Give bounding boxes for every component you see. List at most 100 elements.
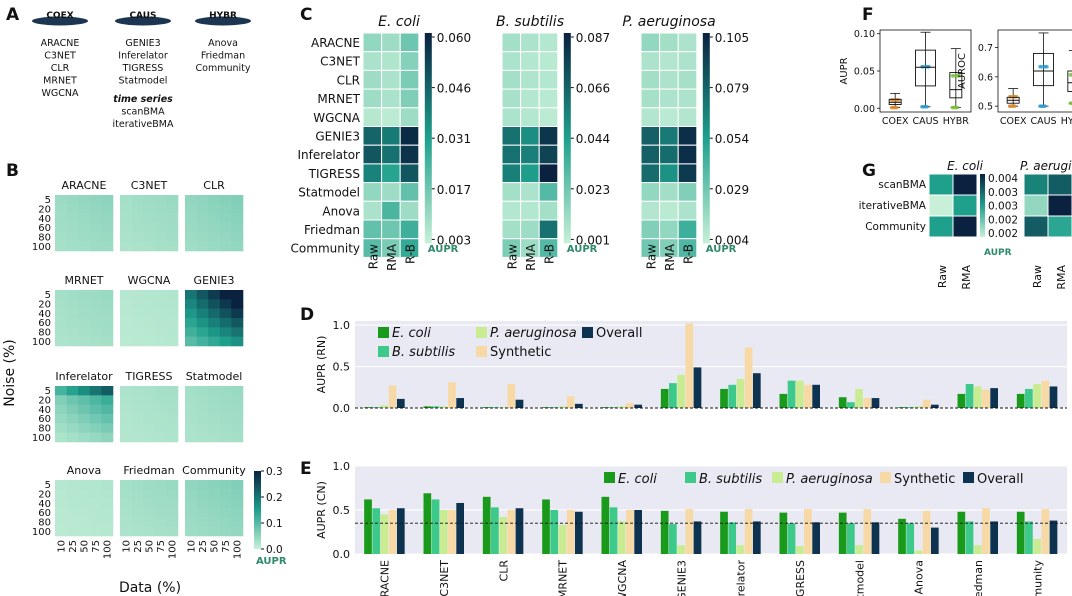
group-header-hybr: HYBR [209, 11, 237, 21]
heatmap-cell [362, 69, 383, 90]
heatmap-cell [166, 414, 179, 424]
heatmap-cell [154, 404, 167, 415]
heatmap-cell [55, 318, 67, 328]
column-label: Raw [505, 244, 519, 269]
heatmap-cell [677, 163, 698, 184]
bar-e-coli [1016, 393, 1025, 408]
data-tick: 100 [168, 540, 179, 559]
heatmap-cell [120, 423, 132, 433]
heatmap-cell [219, 232, 232, 242]
colorbar-tick: 0.1 [266, 518, 283, 530]
heatmap-cell [231, 517, 244, 527]
bar-overall [1049, 520, 1058, 554]
heatmap-cell [154, 395, 167, 405]
heatmap-cell [520, 69, 540, 90]
heatmap-cell [538, 182, 559, 202]
heatmap-cell [208, 327, 221, 337]
heatmap-cell [166, 336, 179, 347]
bar-overall [930, 527, 939, 554]
heatmap-cell [185, 404, 197, 415]
chart-d-ytick: 0.5 [333, 361, 351, 374]
heatmap-cell [89, 232, 102, 242]
heatmap-cell [66, 299, 79, 309]
bar-p-aeruginosa [617, 521, 626, 554]
heatmap-cell [154, 204, 167, 214]
row-label: WGCNA [313, 111, 361, 125]
heatmap-cell [501, 51, 522, 71]
box-body [1033, 52, 1054, 87]
heatmap-cell [131, 508, 144, 518]
bar-p-aeruginosa [380, 405, 389, 408]
heatmap-cell [208, 299, 221, 309]
noise-tick: 20 [38, 205, 51, 216]
data-tick: 75 [156, 540, 167, 553]
heatmap-cell [143, 195, 156, 205]
heatmap-title-aracne: ARACNE [62, 179, 107, 192]
heatmap-cell [66, 480, 79, 490]
bar-e-coli [838, 397, 847, 408]
heatmap-cell [185, 432, 197, 443]
box-ytick: 0.05 [854, 67, 875, 78]
heatmap-cell [66, 204, 79, 214]
heatmap-cell [952, 173, 978, 196]
legend-swatch [378, 346, 389, 357]
bar-synthetic [626, 510, 634, 554]
noise-tick: 40 [38, 499, 51, 510]
column-label: Raw [936, 265, 949, 288]
bar-p-aeruginosa [558, 406, 567, 408]
heatmap-cell [208, 204, 221, 214]
heatmap-cell [520, 163, 540, 184]
heatmap-cell [196, 232, 209, 242]
heatmap-cell [362, 163, 383, 184]
heatmap-cell [659, 219, 679, 240]
bar-overall [752, 521, 761, 554]
heatmap-cell [154, 327, 167, 337]
bar-synthetic [1041, 509, 1050, 554]
category-label: MRNET [557, 560, 570, 596]
heatmap-cell [196, 308, 209, 319]
heatmap-cell [131, 223, 144, 233]
bar-overall [812, 384, 820, 408]
heatmap-cell [185, 480, 197, 490]
noise-tick: 5 [45, 386, 51, 397]
data-tick: 75 [221, 540, 232, 553]
box-point [1043, 104, 1048, 108]
heatmap-cell [78, 336, 91, 347]
heatmap-cell [928, 215, 954, 238]
heatmap-cell [101, 414, 114, 424]
heatmap-cell [231, 489, 244, 499]
data-tick: 50 [145, 540, 156, 553]
bar-synthetic [507, 383, 516, 408]
heatmap-cell [520, 144, 540, 165]
noise-tick: 80 [38, 518, 51, 529]
heatmap-cell [120, 223, 132, 233]
heatmap-cell [185, 290, 197, 300]
heatmap-title-genie3: GENIE3 [194, 274, 235, 287]
category-label: Friedman [972, 560, 985, 596]
heatmap-cell [185, 195, 197, 205]
heatmap-cell [131, 414, 144, 424]
noise-tick: 5 [45, 480, 51, 491]
row-label: CLR [337, 73, 360, 87]
heatmap-cell [362, 144, 383, 165]
row-label: GENIE3 [315, 130, 360, 144]
heatmap-cell [659, 126, 679, 146]
bar-e-coli [720, 511, 728, 554]
heatmap-cell [154, 423, 167, 433]
method-label: Community [196, 63, 251, 74]
noise-tick: 80 [38, 328, 51, 339]
bar-overall [1049, 386, 1058, 408]
bar-p-aeruginosa [855, 388, 863, 408]
legend-swatch [685, 472, 696, 483]
group-header-shape-coex [32, 16, 88, 26]
heatmap-cell [66, 308, 79, 319]
box-point [927, 64, 931, 69]
heatmap-cell [78, 223, 91, 233]
bar-b-subtilis [787, 523, 796, 554]
colorbar-tick: 0.004 [715, 233, 749, 247]
colorbar-tick: 0.004 [988, 173, 1018, 185]
panel-letter-g: G [862, 161, 876, 181]
heatmap-cell [55, 213, 67, 224]
heatmap-cell [101, 336, 114, 347]
heatmap-cell [231, 241, 244, 252]
